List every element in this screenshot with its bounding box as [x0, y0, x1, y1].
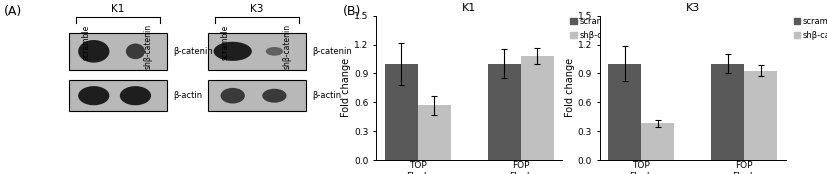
Ellipse shape: [262, 89, 286, 103]
Text: β-catenin: β-catenin: [174, 47, 213, 56]
Ellipse shape: [78, 40, 109, 63]
Text: β-actin: β-actin: [313, 91, 342, 100]
Y-axis label: Fold change: Fold change: [565, 58, 575, 117]
Ellipse shape: [78, 86, 109, 105]
Ellipse shape: [213, 42, 251, 61]
Bar: [521, 56, 554, 160]
Text: shβ-catenin: shβ-catenin: [283, 24, 292, 69]
Bar: [385, 64, 418, 160]
Bar: [69, 33, 167, 70]
Bar: [488, 64, 521, 160]
Y-axis label: Fold change: Fold change: [342, 58, 351, 117]
Bar: [418, 105, 451, 160]
Text: scramble: scramble: [220, 24, 229, 60]
Ellipse shape: [265, 47, 283, 56]
Bar: [608, 64, 641, 160]
Bar: [641, 124, 674, 160]
Text: scramble: scramble: [81, 24, 90, 60]
Text: β-catenin: β-catenin: [313, 47, 352, 56]
Bar: [208, 33, 306, 70]
Bar: [744, 70, 777, 160]
Ellipse shape: [120, 86, 151, 105]
Text: shβ-catenin: shβ-catenin: [144, 24, 153, 69]
Text: (B): (B): [343, 5, 361, 18]
Text: K1: K1: [112, 4, 125, 14]
Text: K3: K3: [251, 4, 264, 14]
Bar: [711, 64, 744, 160]
Legend: scramble, shβ-catenin: scramble, shβ-catenin: [794, 17, 827, 40]
Text: (A): (A): [3, 5, 22, 18]
Text: β-actin: β-actin: [174, 91, 203, 100]
Title: K3: K3: [686, 3, 700, 14]
Title: K1: K1: [462, 3, 476, 14]
Ellipse shape: [126, 44, 145, 59]
Bar: [69, 80, 167, 111]
Ellipse shape: [221, 88, 245, 104]
Bar: [208, 80, 306, 111]
Legend: scramble, shβ-catenin: scramble, shβ-catenin: [571, 17, 629, 40]
